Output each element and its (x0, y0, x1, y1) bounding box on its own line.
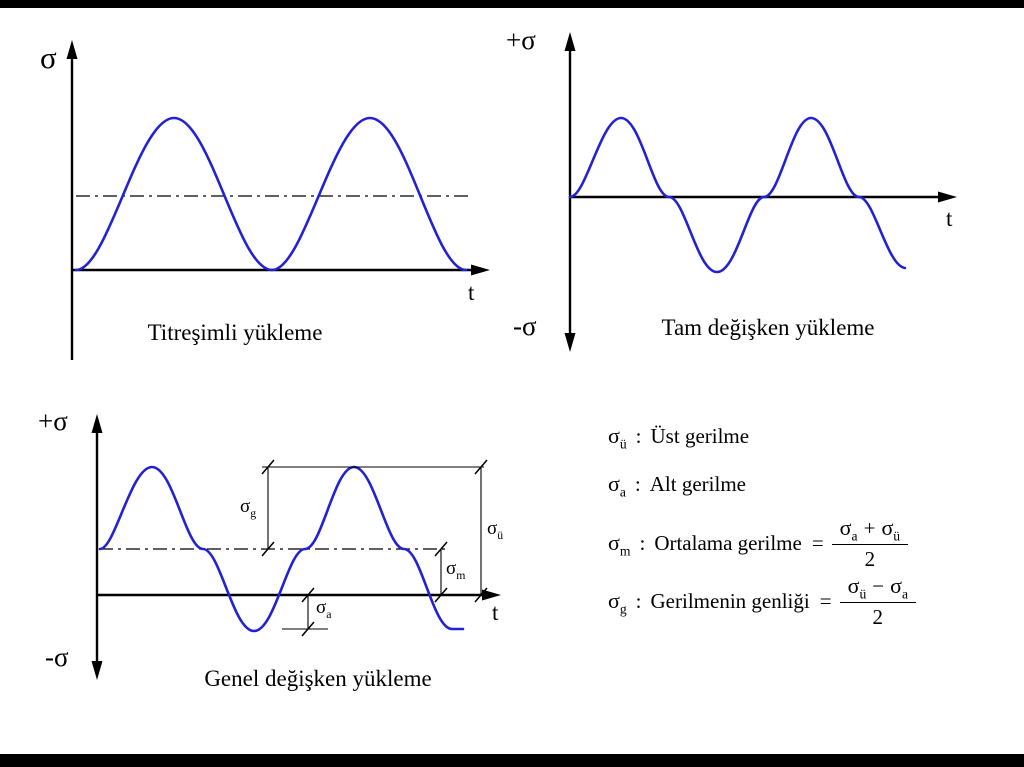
reversed-x-axis-arrow-icon (938, 191, 957, 203)
dimension-tick (474, 459, 488, 475)
fraction-denominator: 2 (872, 604, 884, 629)
separator: : (635, 423, 642, 448)
operator: + (863, 515, 876, 540)
general-x-axis-arrow-icon (482, 589, 501, 601)
equals-sign: = (811, 530, 824, 555)
general-y-axis-down-arrow-icon (91, 661, 103, 680)
sigma-subscript: a (326, 607, 332, 621)
legend-item-gerilmenin-genligi: σg : Gerilmenin genliği = σü − σa 2 (608, 572, 917, 630)
fraction-numerator: σü − σa (839, 572, 917, 603)
equals-sign: = (819, 588, 832, 613)
pulsating-y-axis-arrow-icon (66, 40, 78, 59)
definition-text: Ortalama gerilme (654, 530, 802, 555)
general-y-axis-bottom-label: -σ (45, 642, 69, 672)
sigma-symbol: σü (608, 423, 627, 452)
dimension-tick (474, 587, 488, 603)
reversed-y-axis-up-arrow-icon (564, 32, 576, 51)
pulsating-x-axis-arrow-icon (471, 264, 490, 276)
sigma-symbol: σm (608, 530, 631, 559)
sigma-symbol: σa (608, 471, 626, 500)
sigma-symbol: σ (446, 558, 457, 579)
sigma-symbol: σ (487, 518, 498, 539)
diagram-reversed-lines (564, 32, 957, 352)
sigma-symbol: σü (847, 572, 867, 601)
dim-label-sigma-m: σm (446, 558, 466, 582)
bottom-letterbox-bar (0, 754, 1024, 767)
dim-label-sigma-u: σü (487, 518, 504, 542)
dimension-tick (434, 587, 448, 603)
sigma-subscript: ü (497, 528, 504, 542)
fraction-sigma-m: σa + σü 2 (831, 514, 909, 572)
legend-item-alt-gerilme: σa : Alt gerilme (608, 468, 746, 500)
sigma-symbol: σa (890, 572, 909, 601)
general-x-axis-label: t (492, 600, 499, 625)
fraction-sigma-g: σü − σa 2 (839, 572, 917, 630)
fraction-denominator: 2 (864, 546, 876, 571)
definition-text: Gerilmenin genliği (650, 588, 810, 613)
general-y-axis-top-label: +σ (38, 406, 68, 436)
general-sine-curve (98, 465, 465, 633)
legend-item-ortalama-gerilme: σm : Ortalama gerilme = σa + σü 2 (608, 514, 909, 572)
pulsating-y-axis-label: σ (40, 40, 57, 75)
dimension-tick (261, 459, 275, 475)
reversed-y-axis-bottom-label: -σ (513, 311, 537, 341)
fraction-numerator: σa + σü (831, 514, 909, 545)
general-caption: Genel değişken yükleme (204, 666, 432, 691)
operator: − (872, 573, 885, 598)
sigma-symbol: σ (316, 597, 327, 618)
sigma-subscript: m (456, 568, 466, 582)
separator: : (639, 530, 646, 555)
dimension-tick (261, 541, 275, 557)
general-y-axis-up-arrow-icon (91, 414, 103, 433)
sigma-symbol: σa (839, 514, 858, 543)
sigma-symbol: σ (240, 496, 251, 517)
pulsating-sine-curve (74, 116, 468, 272)
reversed-caption: Tam değişken yükleme (661, 315, 875, 340)
separator: : (634, 471, 641, 496)
definition-text: Üst gerilme (650, 423, 750, 448)
diagram-general-lines (91, 414, 501, 680)
legend-item-ust-gerilme: σü : Üst gerilme (608, 420, 749, 452)
dimension-tick (301, 621, 315, 637)
definition-text: Alt gerilme (649, 471, 746, 496)
reversed-sine-curve (568, 116, 907, 274)
separator: : (635, 588, 642, 613)
reversed-y-axis-down-arrow-icon (564, 333, 576, 352)
reversed-y-axis-top-label: +σ (506, 25, 536, 55)
reversed-x-axis-label: t (946, 206, 953, 231)
sigma-subscript: g (250, 506, 257, 520)
dimension-tick (301, 587, 315, 603)
diagram-pulsating-lines (66, 40, 490, 360)
sigma-symbol: σg (608, 588, 627, 617)
dim-label-sigma-a: σa (316, 597, 332, 621)
dim-label-sigma-g: σg (240, 496, 257, 520)
pulsating-caption: Titreşimli yükleme (147, 320, 323, 345)
top-letterbox-bar (0, 0, 1024, 8)
dimension-tick (434, 541, 448, 557)
sigma-symbol: σü (881, 514, 901, 543)
pulsating-x-axis-label: t (468, 280, 475, 305)
